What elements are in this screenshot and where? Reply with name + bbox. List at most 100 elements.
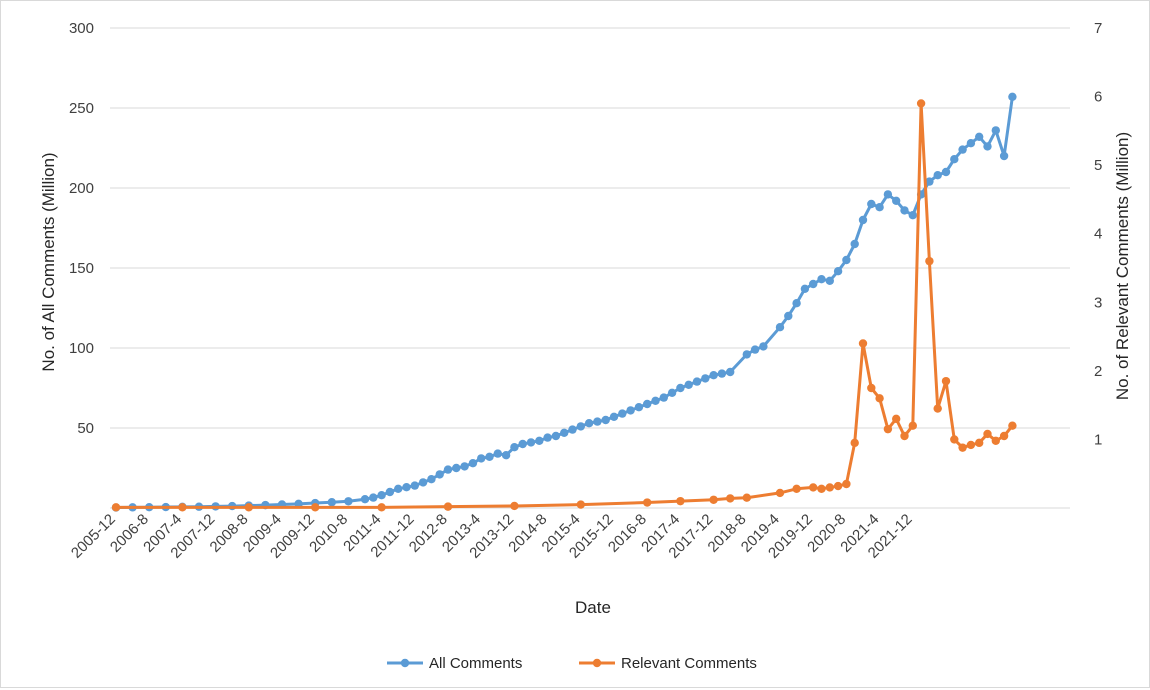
data-point xyxy=(966,139,976,148)
data-point xyxy=(709,495,718,504)
data-point xyxy=(692,377,702,386)
data-point xyxy=(850,239,859,249)
data-point xyxy=(576,422,585,431)
right-tick-label: 4 xyxy=(1094,226,1102,243)
data-point xyxy=(485,452,494,461)
right-tick-label: 1 xyxy=(1094,431,1102,448)
data-point xyxy=(418,478,428,487)
data-point xyxy=(667,388,677,397)
right-tick-label: 6 xyxy=(1094,89,1102,106)
data-point xyxy=(360,495,370,504)
data-point xyxy=(344,497,353,506)
data-point xyxy=(817,275,826,284)
data-point xyxy=(659,393,668,402)
x-axis-ticks: 2005-122006-82007-42007-122008-82009-420… xyxy=(68,511,916,562)
data-point xyxy=(460,462,469,471)
legend-label: All Comments xyxy=(429,655,522,672)
data-point xyxy=(842,255,851,265)
right-tick-label: 7 xyxy=(1094,20,1102,37)
data-point xyxy=(726,367,735,377)
data-point xyxy=(510,501,519,511)
data-point xyxy=(684,380,693,389)
left-tick-label: 300 xyxy=(69,20,94,37)
legend: All Comments Relevant Comments xyxy=(387,655,757,672)
data-point xyxy=(983,142,992,151)
data-point xyxy=(950,155,959,164)
data-point xyxy=(568,425,577,434)
data-point xyxy=(892,196,901,205)
left-tick-label: 200 xyxy=(69,180,94,197)
x-axis-title: Date xyxy=(575,598,611,617)
data-point xyxy=(111,503,121,512)
data-point xyxy=(742,350,751,359)
data-point xyxy=(717,369,727,378)
data-point xyxy=(576,500,585,509)
data-point xyxy=(991,436,1000,445)
data-point xyxy=(999,431,1009,441)
data-point xyxy=(618,409,627,418)
data-point xyxy=(975,132,984,141)
data-point xyxy=(867,199,876,209)
data-point xyxy=(900,431,909,441)
legend-swatch-marker xyxy=(400,658,410,668)
data-point xyxy=(809,279,818,289)
data-point xyxy=(369,493,378,502)
left-tick-label: 50 xyxy=(77,420,94,437)
data-point xyxy=(584,419,594,428)
left-axis-ticks: 50 100 150 200 250 300 xyxy=(69,20,94,437)
data-point xyxy=(858,339,868,348)
data-point xyxy=(817,484,826,493)
data-point xyxy=(560,428,569,437)
data-point xyxy=(999,151,1009,161)
data-point xyxy=(908,421,917,430)
data-point xyxy=(327,498,336,507)
data-point xyxy=(775,488,785,498)
data-point xyxy=(510,443,519,452)
legend-label: Relevant Comments xyxy=(621,655,757,672)
data-point xyxy=(443,465,453,474)
data-point xyxy=(601,415,610,425)
left-axis-title: No. of All Comments (Million) xyxy=(39,152,58,371)
data-point xyxy=(858,215,868,225)
data-point xyxy=(443,502,453,511)
data-point xyxy=(908,211,917,220)
data-point xyxy=(875,203,884,212)
data-point xyxy=(518,439,527,449)
right-tick-label: 5 xyxy=(1094,157,1102,174)
data-point xyxy=(958,443,967,452)
data-point xyxy=(883,424,893,434)
data-point xyxy=(892,414,901,424)
left-tick-label: 100 xyxy=(69,340,94,357)
data-point xyxy=(792,299,801,308)
data-point xyxy=(800,284,810,293)
data-point xyxy=(867,383,876,393)
right-axis-ticks: 1 2 3 4 5 6 7 xyxy=(1094,20,1102,448)
data-point xyxy=(493,449,502,458)
data-point xyxy=(501,451,511,460)
data-point xyxy=(701,374,710,383)
data-point xyxy=(626,406,635,415)
data-point xyxy=(676,383,685,393)
data-point xyxy=(402,483,411,492)
data-point xyxy=(477,454,486,463)
data-point xyxy=(958,145,967,154)
data-point xyxy=(377,503,386,512)
series-line-1 xyxy=(115,96,1014,510)
data-point xyxy=(825,276,834,285)
data-point xyxy=(933,404,942,413)
data-point xyxy=(468,459,478,468)
data-point xyxy=(643,498,652,507)
data-point xyxy=(950,435,959,444)
data-point xyxy=(535,436,544,445)
data-point xyxy=(900,206,909,215)
data-point xyxy=(311,503,320,512)
data-point xyxy=(784,311,793,321)
data-point xyxy=(759,342,768,351)
left-tick-label: 150 xyxy=(69,260,94,277)
data-point xyxy=(941,376,951,386)
data-point xyxy=(435,470,444,479)
data-point xyxy=(966,440,976,450)
right-tick-label: 2 xyxy=(1094,363,1102,380)
